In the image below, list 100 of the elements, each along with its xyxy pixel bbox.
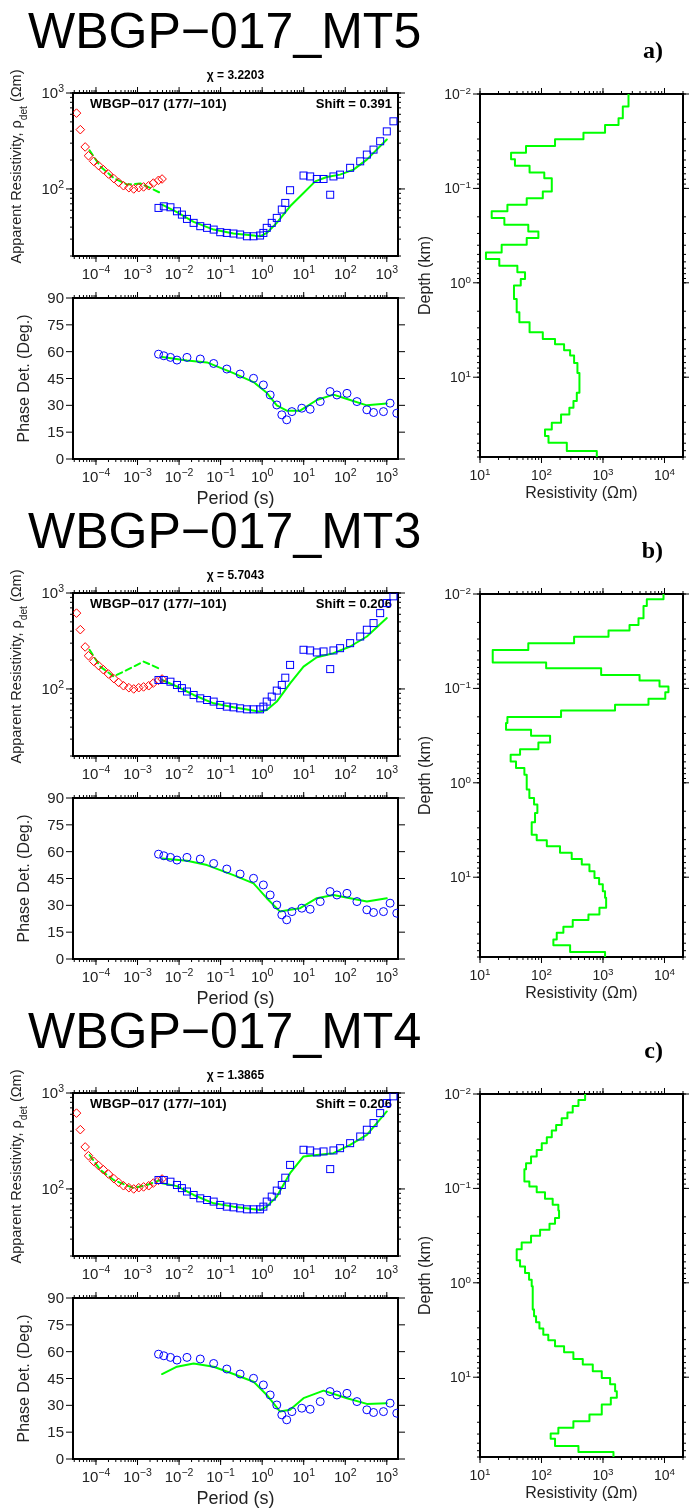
x-tick-label: 10$^{0}$ [250,466,274,485]
y-tick-label: 45 [47,1369,64,1387]
x-tick-label: 10$^{2}$ [530,465,553,483]
x-tick-label: 10$^{2}$ [530,965,553,983]
x-tick-label: 10$^{1}$ [292,966,316,985]
y-tick-label: 75 [47,815,64,833]
y-axis-title: Depth (km) [416,1235,433,1316]
chart-subtitle: χ = 3.2203 [206,68,265,82]
x-tick-label: 10$^{3}$ [592,1465,615,1483]
x-axis-title: Resistivity (Ωm) [525,1484,638,1501]
x-tick-label: 10$^{3}$ [375,1466,399,1485]
x-tick-label: 10$^{−4}$ [81,1263,111,1282]
y-axis-title: Depth (km) [416,235,433,316]
y-tick-label: 60 [47,1342,64,1360]
y-tick-label: 90 [47,289,64,306]
x-tick-label: 10$^{2}$ [333,1466,357,1485]
annotation: Shift = 0.206 [315,596,392,611]
y-tick-label: 10$^{2}$ [41,677,65,697]
y-tick-label: 10$^{−1}$ [444,178,471,197]
x-axis-title: Resistivity (Ωm) [525,484,638,501]
x-tick-label: 10$^{0}$ [250,1263,274,1282]
text: c) [644,1037,663,1063]
x-axis-title: Resistivity (Ωm) [525,984,638,1001]
annotation: Shift = 0.391 [315,96,392,111]
x-tick-label: 10$^{1}$ [292,1466,316,1485]
x-tick-label: 10$^{−2}$ [164,966,194,985]
y-tick-label: 75 [47,315,64,333]
x-tick-label: 10$^{2}$ [333,763,357,782]
x-tick-label: 10$^{−4}$ [81,466,111,485]
annotation: Shift = 0.206 [315,1096,392,1111]
x-tick-label: 10$^{−1}$ [206,466,236,485]
y-tick-label: 10$^{1}$ [449,367,471,386]
x-tick-label: 10$^{−1}$ [206,966,236,985]
x-tick-label: 10$^{4}$ [653,965,676,983]
x-tick-label: 10$^{4}$ [653,1465,676,1483]
x-axis-title: Period (s) [196,1488,275,1508]
y-tick-label: 10$^{−2}$ [444,84,471,102]
x-tick-label: 10$^{1}$ [292,763,316,782]
y-tick-label: 10$^{2}$ [41,1177,65,1197]
x-tick-label: 10$^{3}$ [592,465,615,483]
y-tick-label: 75 [47,1315,64,1333]
y-tick-label: 10$^{2}$ [41,177,65,197]
annotation: WBGP−017 (177/−101) [90,596,227,611]
x-tick-label: 10$^{3}$ [375,466,399,485]
x-tick-label: 10$^{−2}$ [164,1263,194,1282]
x-tick-label: 10$^{−4}$ [81,763,111,782]
x-tick-label: 10$^{−3}$ [123,966,152,985]
x-tick-label: 10$^{−3}$ [123,466,152,485]
x-tick-label: 10$^{−1}$ [206,263,236,282]
x-tick-label: 10$^{3}$ [375,966,399,985]
x-tick-label: 10$^{−4}$ [81,1466,111,1485]
x-tick-label: 10$^{1}$ [292,263,316,282]
y-tick-label: 15 [47,423,64,441]
y-tick-label: 60 [47,342,64,360]
y-axis-title: Phase Det. (Deg.) [15,314,32,443]
y-tick-label: 10$^{−1}$ [444,678,471,697]
y-tick-label: 10$^{−1}$ [444,1178,471,1197]
x-tick-label: 10$^{−4}$ [81,966,111,985]
x-tick-label: 10$^{−4}$ [81,263,111,282]
y-tick-label: 10$^{−2}$ [444,1084,471,1102]
x-tick-label: 10$^{1}$ [292,1263,316,1282]
annotation: WBGP−017 (177/−101) [90,96,227,111]
y-tick-label: 0 [55,950,64,967]
text: a) [643,37,663,63]
x-tick-label: 10$^{3}$ [375,1263,399,1282]
x-tick-label: 10$^{0}$ [250,263,274,282]
y-tick-label: 10$^{1}$ [449,1367,471,1386]
y-tick-label: 15 [47,923,64,941]
x-tick-label: 10$^{4}$ [653,465,676,483]
x-tick-label: 10$^{−1}$ [206,1263,236,1282]
x-tick-label: 10$^{1}$ [469,1465,491,1483]
y-axis-title: Phase Det. (Deg.) [15,1314,32,1443]
x-tick-label: 10$^{−3}$ [123,763,152,782]
chart-subtitle: χ = 5.7043 [206,568,265,582]
x-tick-label: 10$^{2}$ [333,466,357,485]
x-tick-label: 10$^{3}$ [375,763,399,782]
x-tick-label: 10$^{−1}$ [206,1466,236,1485]
y-tick-label: 10$^{3}$ [41,82,65,101]
x-tick-label: 10$^{3}$ [592,965,615,983]
x-tick-label: 10$^{0}$ [250,966,274,985]
y-tick-label: 0 [55,450,64,467]
y-tick-label: 30 [47,1396,64,1414]
x-tick-label: 10$^{−2}$ [164,1466,194,1485]
y-axis-title: Phase Det. (Deg.) [15,814,32,943]
x-tick-label: 10$^{2}$ [333,966,357,985]
y-tick-label: 0 [55,1450,64,1467]
x-tick-label: 10$^{2}$ [530,1465,553,1483]
y-tick-label: 10$^{3}$ [41,582,65,601]
x-tick-label: 10$^{1}$ [469,965,491,983]
x-tick-label: 10$^{−1}$ [206,763,236,782]
y-tick-label: 45 [47,369,64,387]
y-tick-label: 90 [47,1289,64,1306]
y-tick-label: 90 [47,789,64,806]
x-tick-label: 10$^{1}$ [292,466,316,485]
y-tick-label: 60 [47,842,64,860]
x-tick-label: 10$^{0}$ [250,1466,274,1485]
y-tick-label: 45 [47,869,64,887]
chart-subtitle: χ = 1.3865 [206,1068,265,1082]
y-tick-label: 10$^{3}$ [41,1082,65,1101]
y-tick-label: 15 [47,1423,64,1441]
